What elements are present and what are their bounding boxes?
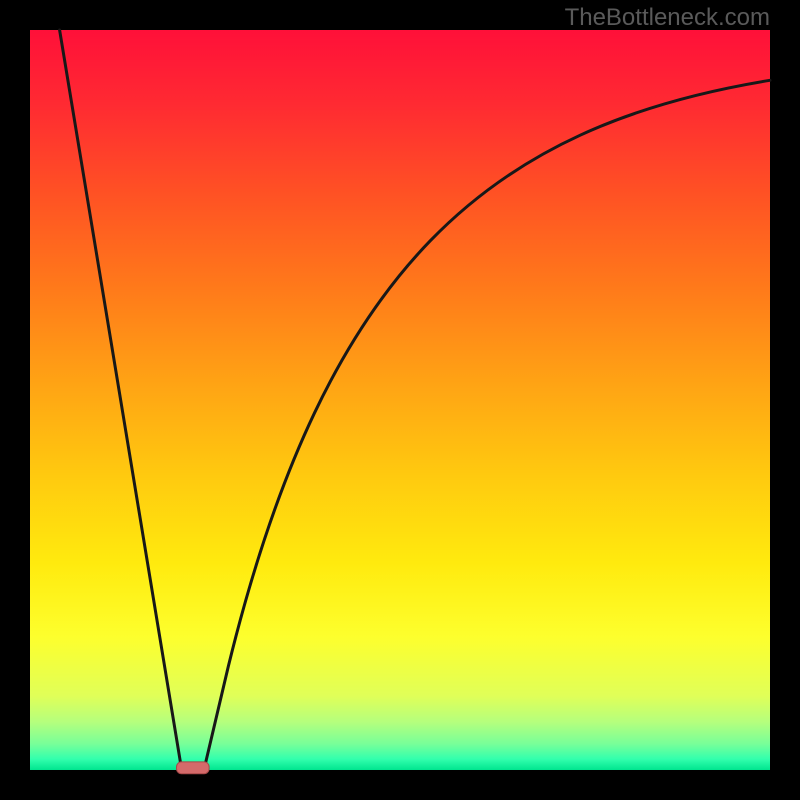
chart-container: TheBottleneck.com [0, 0, 800, 800]
plot-background [30, 30, 770, 770]
selected-range-marker [177, 762, 210, 774]
chart-svg [0, 0, 800, 800]
watermark-text: TheBottleneck.com [565, 4, 770, 32]
